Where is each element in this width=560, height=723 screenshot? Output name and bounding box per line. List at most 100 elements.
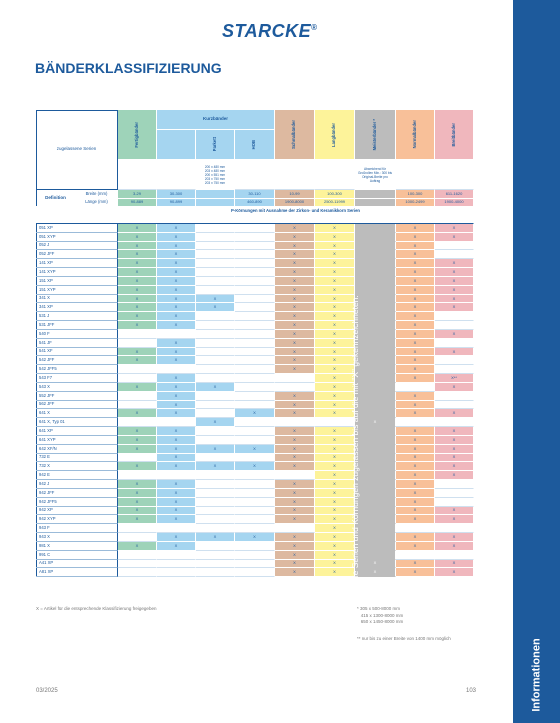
cell-fertig: X <box>118 259 157 269</box>
cell-normal: X <box>396 241 435 251</box>
cell-hob: X <box>235 533 275 542</box>
cell-meister <box>355 471 396 481</box>
cell-breit: X <box>435 276 474 286</box>
cell-schmal: X <box>275 453 315 463</box>
cell-meister <box>355 268 396 277</box>
cell-parkett: X <box>196 294 235 304</box>
cell-fertig <box>118 338 157 348</box>
cell-kurz: X <box>157 435 196 445</box>
cell-parkett <box>196 524 235 534</box>
laenge-breit: 1900-4000 <box>435 198 474 207</box>
cell-fertig: X <box>118 427 157 436</box>
cell-hob <box>235 294 275 304</box>
cell-hob <box>235 506 275 516</box>
cell-fertig: X <box>118 224 157 233</box>
cell-parkett <box>196 400 235 410</box>
cell-meister <box>355 338 396 348</box>
cell-fertig: X <box>118 462 157 472</box>
cell-kurz: X <box>157 497 196 507</box>
cell-parkett: X <box>196 533 235 542</box>
header-band-normal <box>396 160 435 190</box>
cell-breit: X <box>435 285 474 295</box>
cell-meister <box>355 400 396 410</box>
cell-schmal: X <box>275 321 315 330</box>
cell-kurz <box>157 559 196 569</box>
cell-parkett <box>196 497 235 507</box>
cell-breit <box>435 524 474 534</box>
cell-parkett: X <box>196 382 235 392</box>
cell-kurz: X <box>157 356 196 366</box>
cell-lang: X <box>315 506 355 516</box>
cell-normal: X <box>396 427 435 436</box>
page-title: BÄNDERKLASSIFIZIERUNG <box>35 60 222 76</box>
cell-lang: X <box>315 409 355 419</box>
cell-hob <box>235 268 275 277</box>
cell-breit: X <box>435 559 474 569</box>
cell-kurz: X <box>157 382 196 392</box>
cell-fertig <box>118 400 157 410</box>
cell-parkett <box>196 285 235 295</box>
cell-meister <box>355 541 396 551</box>
cell-meister: X <box>355 559 396 569</box>
sidebar-band <box>513 0 560 723</box>
row-label: 942 JFF <box>36 488 118 498</box>
row-label: 141 XP <box>36 259 118 269</box>
cell-normal: X <box>396 497 435 507</box>
cell-lang: X <box>315 365 355 375</box>
cell-hob <box>235 347 275 357</box>
row-label: 942 XP <box>36 506 118 516</box>
cell-fertig: X <box>118 268 157 277</box>
row-label: 052 J <box>36 241 118 251</box>
pk-note: P-Körnungen mit Ausnahme der Zirkon- und… <box>118 207 474 216</box>
cell-schmal: X <box>275 356 315 366</box>
cell-lang: X <box>315 347 355 357</box>
cell-meister <box>355 285 396 295</box>
cell-kurz: X <box>157 241 196 251</box>
breite-label: Breite (mm) <box>76 190 118 199</box>
cell-breit: X <box>435 462 474 472</box>
cell-lang: X <box>315 568 355 578</box>
cell-lang: X <box>315 321 355 330</box>
cell-kurz: X <box>157 250 196 260</box>
cell-kurz <box>157 471 196 481</box>
cell-lang: X <box>315 541 355 551</box>
cell-kurz <box>157 418 196 428</box>
row-label: 641 XYP <box>36 435 118 445</box>
cell-normal: X <box>396 568 435 578</box>
cell-normal: X <box>396 312 435 322</box>
cell-schmal <box>275 418 315 428</box>
cell-breit: X <box>435 232 474 242</box>
row-label: 562 JFF <box>36 400 118 410</box>
row-label: A41 XP <box>36 559 118 569</box>
cell-schmal: X <box>275 435 315 445</box>
cell-meister <box>355 480 396 489</box>
cell-hob <box>235 471 275 481</box>
cell-parkett <box>196 268 235 277</box>
cell-breit <box>435 550 474 560</box>
footer-page-number: 103 <box>466 688 477 694</box>
cell-meister <box>355 276 396 286</box>
cell-lang: X <box>315 497 355 507</box>
cell-kurz: X <box>157 347 196 357</box>
cell-hob <box>235 497 275 507</box>
cell-normal: X <box>396 533 435 542</box>
cell-breit: X <box>435 347 474 357</box>
cell-meister <box>355 453 396 463</box>
cell-kurz: X <box>157 462 196 472</box>
cell-kurz: X <box>157 427 196 436</box>
header-fertig: Fertigbänder <box>118 110 157 160</box>
cell-hob: X <box>235 409 275 419</box>
cell-meister <box>355 303 396 313</box>
cell-kurz: X <box>157 391 196 401</box>
legend-note: X = Artikel für die entsprechende Klassi… <box>36 606 157 611</box>
laenge-schmal: 1900-8000 <box>275 198 315 207</box>
row-label: 942 E <box>36 471 118 481</box>
cell-lang: X <box>315 356 355 366</box>
cell-parkett <box>196 365 235 375</box>
cell-normal: X <box>396 338 435 348</box>
cell-fertig <box>118 453 157 463</box>
cell-schmal: X <box>275 294 315 304</box>
cell-lang <box>315 418 355 428</box>
cell-parkett <box>196 541 235 551</box>
cell-breit <box>435 321 474 330</box>
